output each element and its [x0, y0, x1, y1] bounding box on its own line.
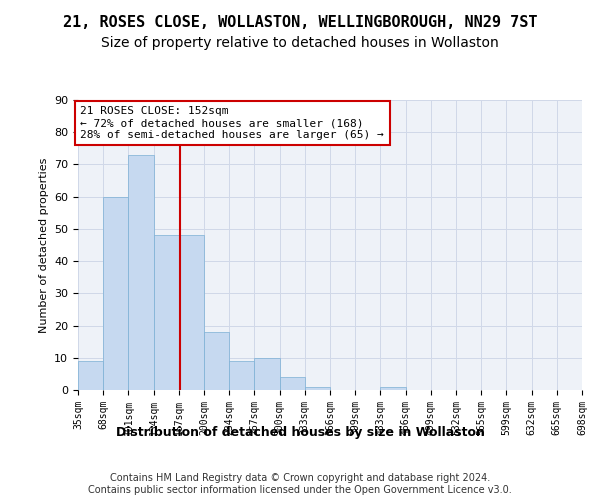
Bar — [254, 358, 280, 390]
Bar — [305, 387, 330, 390]
Bar — [380, 387, 406, 390]
Text: Contains HM Land Registry data © Crown copyright and database right 2024.
Contai: Contains HM Land Registry data © Crown c… — [88, 474, 512, 495]
Bar — [179, 236, 204, 390]
Y-axis label: Number of detached properties: Number of detached properties — [38, 158, 49, 332]
Bar — [78, 361, 103, 390]
Text: 21, ROSES CLOSE, WOLLASTON, WELLINGBOROUGH, NN29 7ST: 21, ROSES CLOSE, WOLLASTON, WELLINGBOROU… — [63, 15, 537, 30]
Bar — [103, 196, 128, 390]
Bar — [204, 332, 229, 390]
Text: Distribution of detached houses by size in Wollaston: Distribution of detached houses by size … — [116, 426, 484, 439]
Text: 21 ROSES CLOSE: 152sqm
← 72% of detached houses are smaller (168)
28% of semi-de: 21 ROSES CLOSE: 152sqm ← 72% of detached… — [80, 106, 384, 140]
Text: Size of property relative to detached houses in Wollaston: Size of property relative to detached ho… — [101, 36, 499, 50]
Bar — [128, 155, 154, 390]
Bar — [229, 361, 254, 390]
Bar — [280, 377, 305, 390]
Bar — [154, 236, 179, 390]
